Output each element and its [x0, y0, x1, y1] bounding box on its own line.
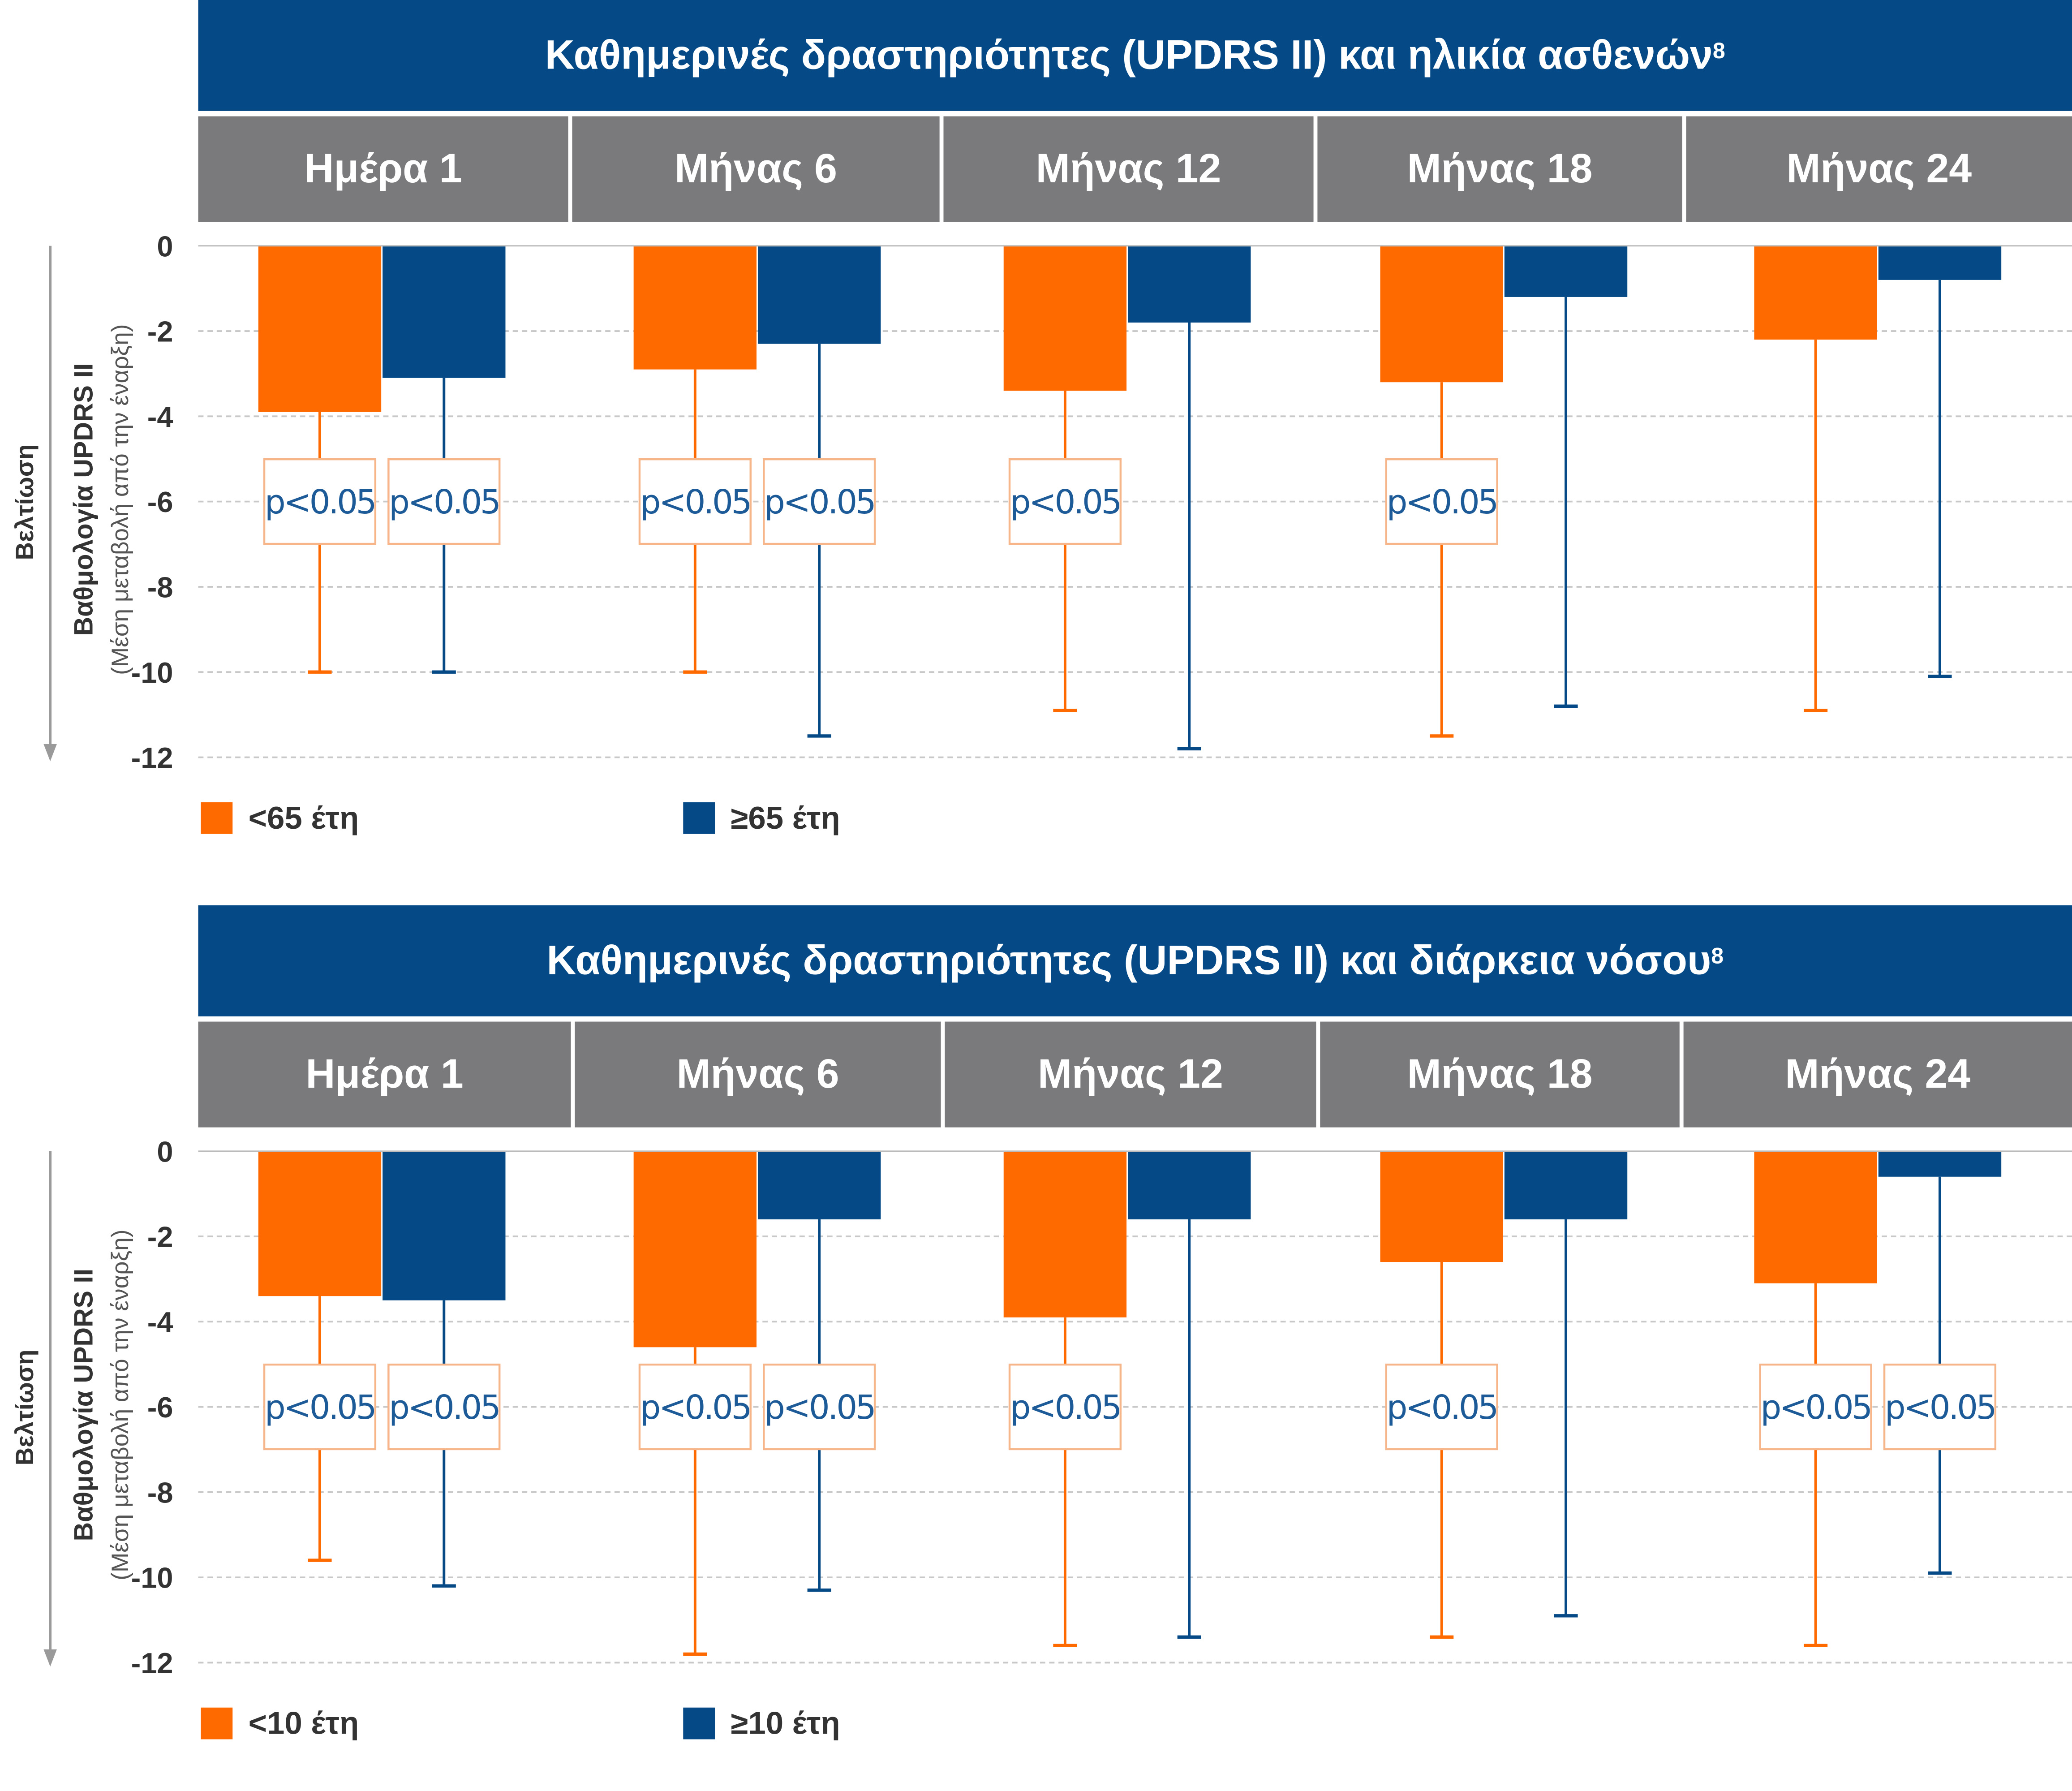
improvement-arrow-head	[43, 744, 57, 762]
p-value-label: p<0.05	[389, 483, 499, 521]
p-value-label: p<0.05	[1387, 1389, 1497, 1427]
period-header-month24: Μήνας 24	[1686, 116, 2072, 222]
y-tick-label: 0	[157, 1135, 173, 1168]
bar-chart-duration: 0 -2 -4 -6 -8 -10 -12 Βελτίωση Βαθμολογία UPDRS …	[10, 1135, 2072, 1679]
p-value-label: p<0.05	[1761, 1389, 1871, 1427]
bar	[258, 1151, 382, 1296]
bar	[1128, 1151, 1251, 1219]
improvement-arrow-head	[43, 1649, 57, 1667]
y-tick-label: -6	[147, 486, 173, 518]
y-tick-label: 0	[157, 230, 173, 263]
period-header-month12: Μήνας 12	[943, 116, 1314, 222]
period-header-month24: Μήνας 24	[1683, 1021, 2072, 1128]
improvement-label: Βελτίωση	[10, 1350, 39, 1466]
legend-label-under10: <10 έτη	[248, 1706, 359, 1742]
y-tick-label: -10	[131, 656, 173, 689]
bar	[757, 1151, 881, 1219]
legend-swatch-over65	[683, 802, 715, 834]
p-value-box	[638, 1363, 752, 1451]
y-axis-title: Βαθμολογία UPDRS II	[69, 1269, 99, 1541]
y-tick-label: -12	[131, 1647, 173, 1679]
y-axis-subtitle: (Μέση μεταβολή από την έναρξη)	[107, 324, 133, 675]
p-value-box	[387, 458, 501, 545]
p-value-label: p<0.05	[265, 483, 375, 521]
p-value-box	[1385, 1363, 1498, 1451]
period-header-month18: Μήνας 18	[1317, 116, 1682, 222]
p-value-label: p<0.05	[265, 1389, 375, 1427]
chart-panel-age: Καθημερινές δραστηριότητες (UPDRS II) κα…	[0, 0, 2072, 886]
p-value-box	[1008, 1363, 1122, 1451]
bar	[1504, 245, 1628, 297]
period-header-month18: Μήνας 18	[1320, 1021, 1680, 1128]
legend-swatch-under10	[201, 1707, 233, 1739]
bar	[633, 1151, 757, 1348]
p-value-box	[263, 458, 377, 545]
p-value-box	[763, 458, 876, 545]
period-header-month12: Μήνας 12	[945, 1021, 1316, 1128]
title-footnote: 8	[1711, 943, 1724, 969]
legend-label-over65: ≥65 έτη	[731, 801, 840, 837]
p-value-label: p<0.05	[640, 1389, 750, 1427]
bar	[757, 245, 881, 344]
bar	[1380, 1151, 1503, 1262]
p-value-box	[1385, 458, 1498, 545]
bar	[1878, 245, 2002, 280]
chart-title: Καθημερινές δραστηριότητες (UPDRS II) κα…	[545, 31, 1713, 78]
y-tick-label: -4	[147, 1306, 173, 1339]
improvement-label: Βελτίωση	[10, 444, 39, 560]
bar	[1754, 1151, 1877, 1283]
p-value-box	[1008, 458, 1122, 545]
period-header-day1: Ημέρα 1	[198, 116, 568, 222]
y-axis-subtitle: (Μέση μεταβολή από την έναρξη)	[107, 1230, 133, 1580]
chart-title-bar: Καθημερινές δραστηριότητες (UPDRS II) κα…	[198, 0, 2072, 111]
p-value-box	[638, 458, 752, 545]
y-tick-label: -8	[147, 1476, 173, 1509]
y-tick-label: -2	[147, 315, 173, 348]
legend-swatch-under65	[201, 802, 233, 834]
legend-label-over10: ≥10 έτη	[731, 1706, 840, 1742]
bar	[1504, 1151, 1628, 1219]
p-value-box	[1883, 1363, 1997, 1451]
period-header-month6: Μήνας 6	[572, 116, 940, 222]
p-value-label: p<0.05	[1387, 483, 1497, 521]
y-tick-label: -2	[147, 1221, 173, 1253]
p-value-box	[763, 1363, 876, 1451]
period-header-month6: Μήνας 6	[575, 1021, 941, 1128]
p-value-label: p<0.05	[1885, 1389, 1995, 1427]
p-value-label: p<0.05	[764, 1389, 874, 1427]
bar	[1754, 245, 1877, 340]
y-tick-label: -8	[147, 571, 173, 604]
p-value-box	[263, 1363, 377, 1451]
y-tick-label: -4	[147, 400, 173, 433]
y-axis-title: Βαθμολογία UPDRS II	[69, 363, 99, 636]
title-footnote: 8	[1712, 38, 1725, 64]
bar	[383, 245, 506, 378]
y-tick-label: -10	[131, 1562, 173, 1594]
chart-title-bar: Καθημερινές δραστηριότητες (UPDRS II) κα…	[198, 905, 2072, 1016]
chart-panel-duration: Καθημερινές δραστηριότητες (UPDRS II) κα…	[0, 905, 2072, 1791]
period-header-day1: Ημέρα 1	[198, 1021, 571, 1128]
bar	[383, 1151, 506, 1300]
p-value-box	[1759, 1363, 1872, 1451]
y-tick-label: -12	[131, 741, 173, 774]
legend-swatch-over10	[683, 1707, 715, 1739]
chart-title: Καθημερινές δραστηριότητες (UPDRS II) κα…	[546, 937, 1711, 983]
legend-label-under65: <65 έτη	[248, 801, 359, 837]
bar	[1128, 245, 1251, 323]
bar	[1878, 1151, 2002, 1177]
p-value-label: p<0.05	[764, 483, 874, 521]
p-value-label: p<0.05	[389, 1389, 499, 1427]
bar	[258, 245, 382, 412]
p-value-box	[387, 1363, 501, 1451]
bar-chart-age: 0 -2 -4 -6 -8 -10 -12 Βελτίωση Βαθμολογία UPDRS …	[10, 230, 2072, 774]
p-value-label: p<0.05	[640, 483, 750, 521]
y-tick-label: -6	[147, 1391, 173, 1424]
p-value-label: p<0.05	[1010, 483, 1120, 521]
bar	[1003, 1151, 1127, 1317]
p-value-label: p<0.05	[1010, 1389, 1120, 1427]
bar	[1003, 245, 1127, 391]
bar	[1380, 245, 1503, 383]
bar	[633, 245, 757, 370]
